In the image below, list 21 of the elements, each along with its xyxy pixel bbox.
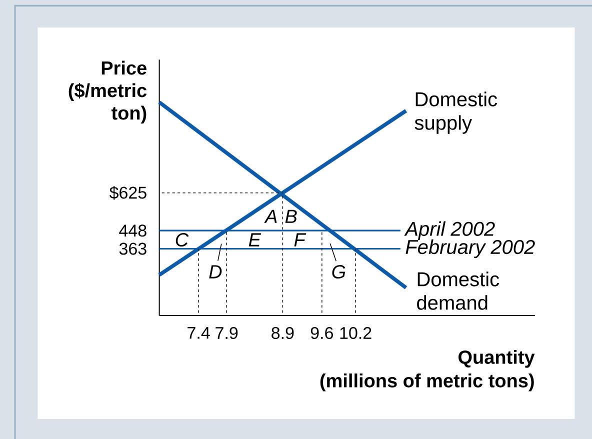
y-tick-label: 448 (119, 224, 146, 237)
y-tick-label: $625 (109, 186, 146, 200)
x-tick-label: 7.4 (188, 326, 210, 339)
annotation: E (248, 233, 262, 246)
series-label: February 2002 (406, 239, 535, 258)
x-axis-title: Quantity (millions of metric tons) (320, 350, 535, 392)
x-tick-label: 8.9 (272, 326, 294, 340)
series-label: Domestic supply (414, 92, 498, 134)
x-tick-label: 9.6 (310, 326, 333, 340)
series-label: Domestic demand (417, 272, 500, 310)
annotation: A (264, 210, 277, 223)
annotation: F (294, 233, 306, 246)
x-tick-label: 10.2 (340, 326, 372, 340)
annotation: C (176, 233, 189, 247)
annotation: D (209, 265, 222, 278)
series-label: April 2002 (404, 221, 495, 240)
y-tick-label: 363 (119, 242, 146, 255)
annotation: G (332, 265, 346, 279)
annotation: B (285, 210, 297, 223)
x-tick-label: 7.9 (216, 326, 238, 340)
y-axis-title: Price ($/metric ton) (68, 60, 147, 124)
